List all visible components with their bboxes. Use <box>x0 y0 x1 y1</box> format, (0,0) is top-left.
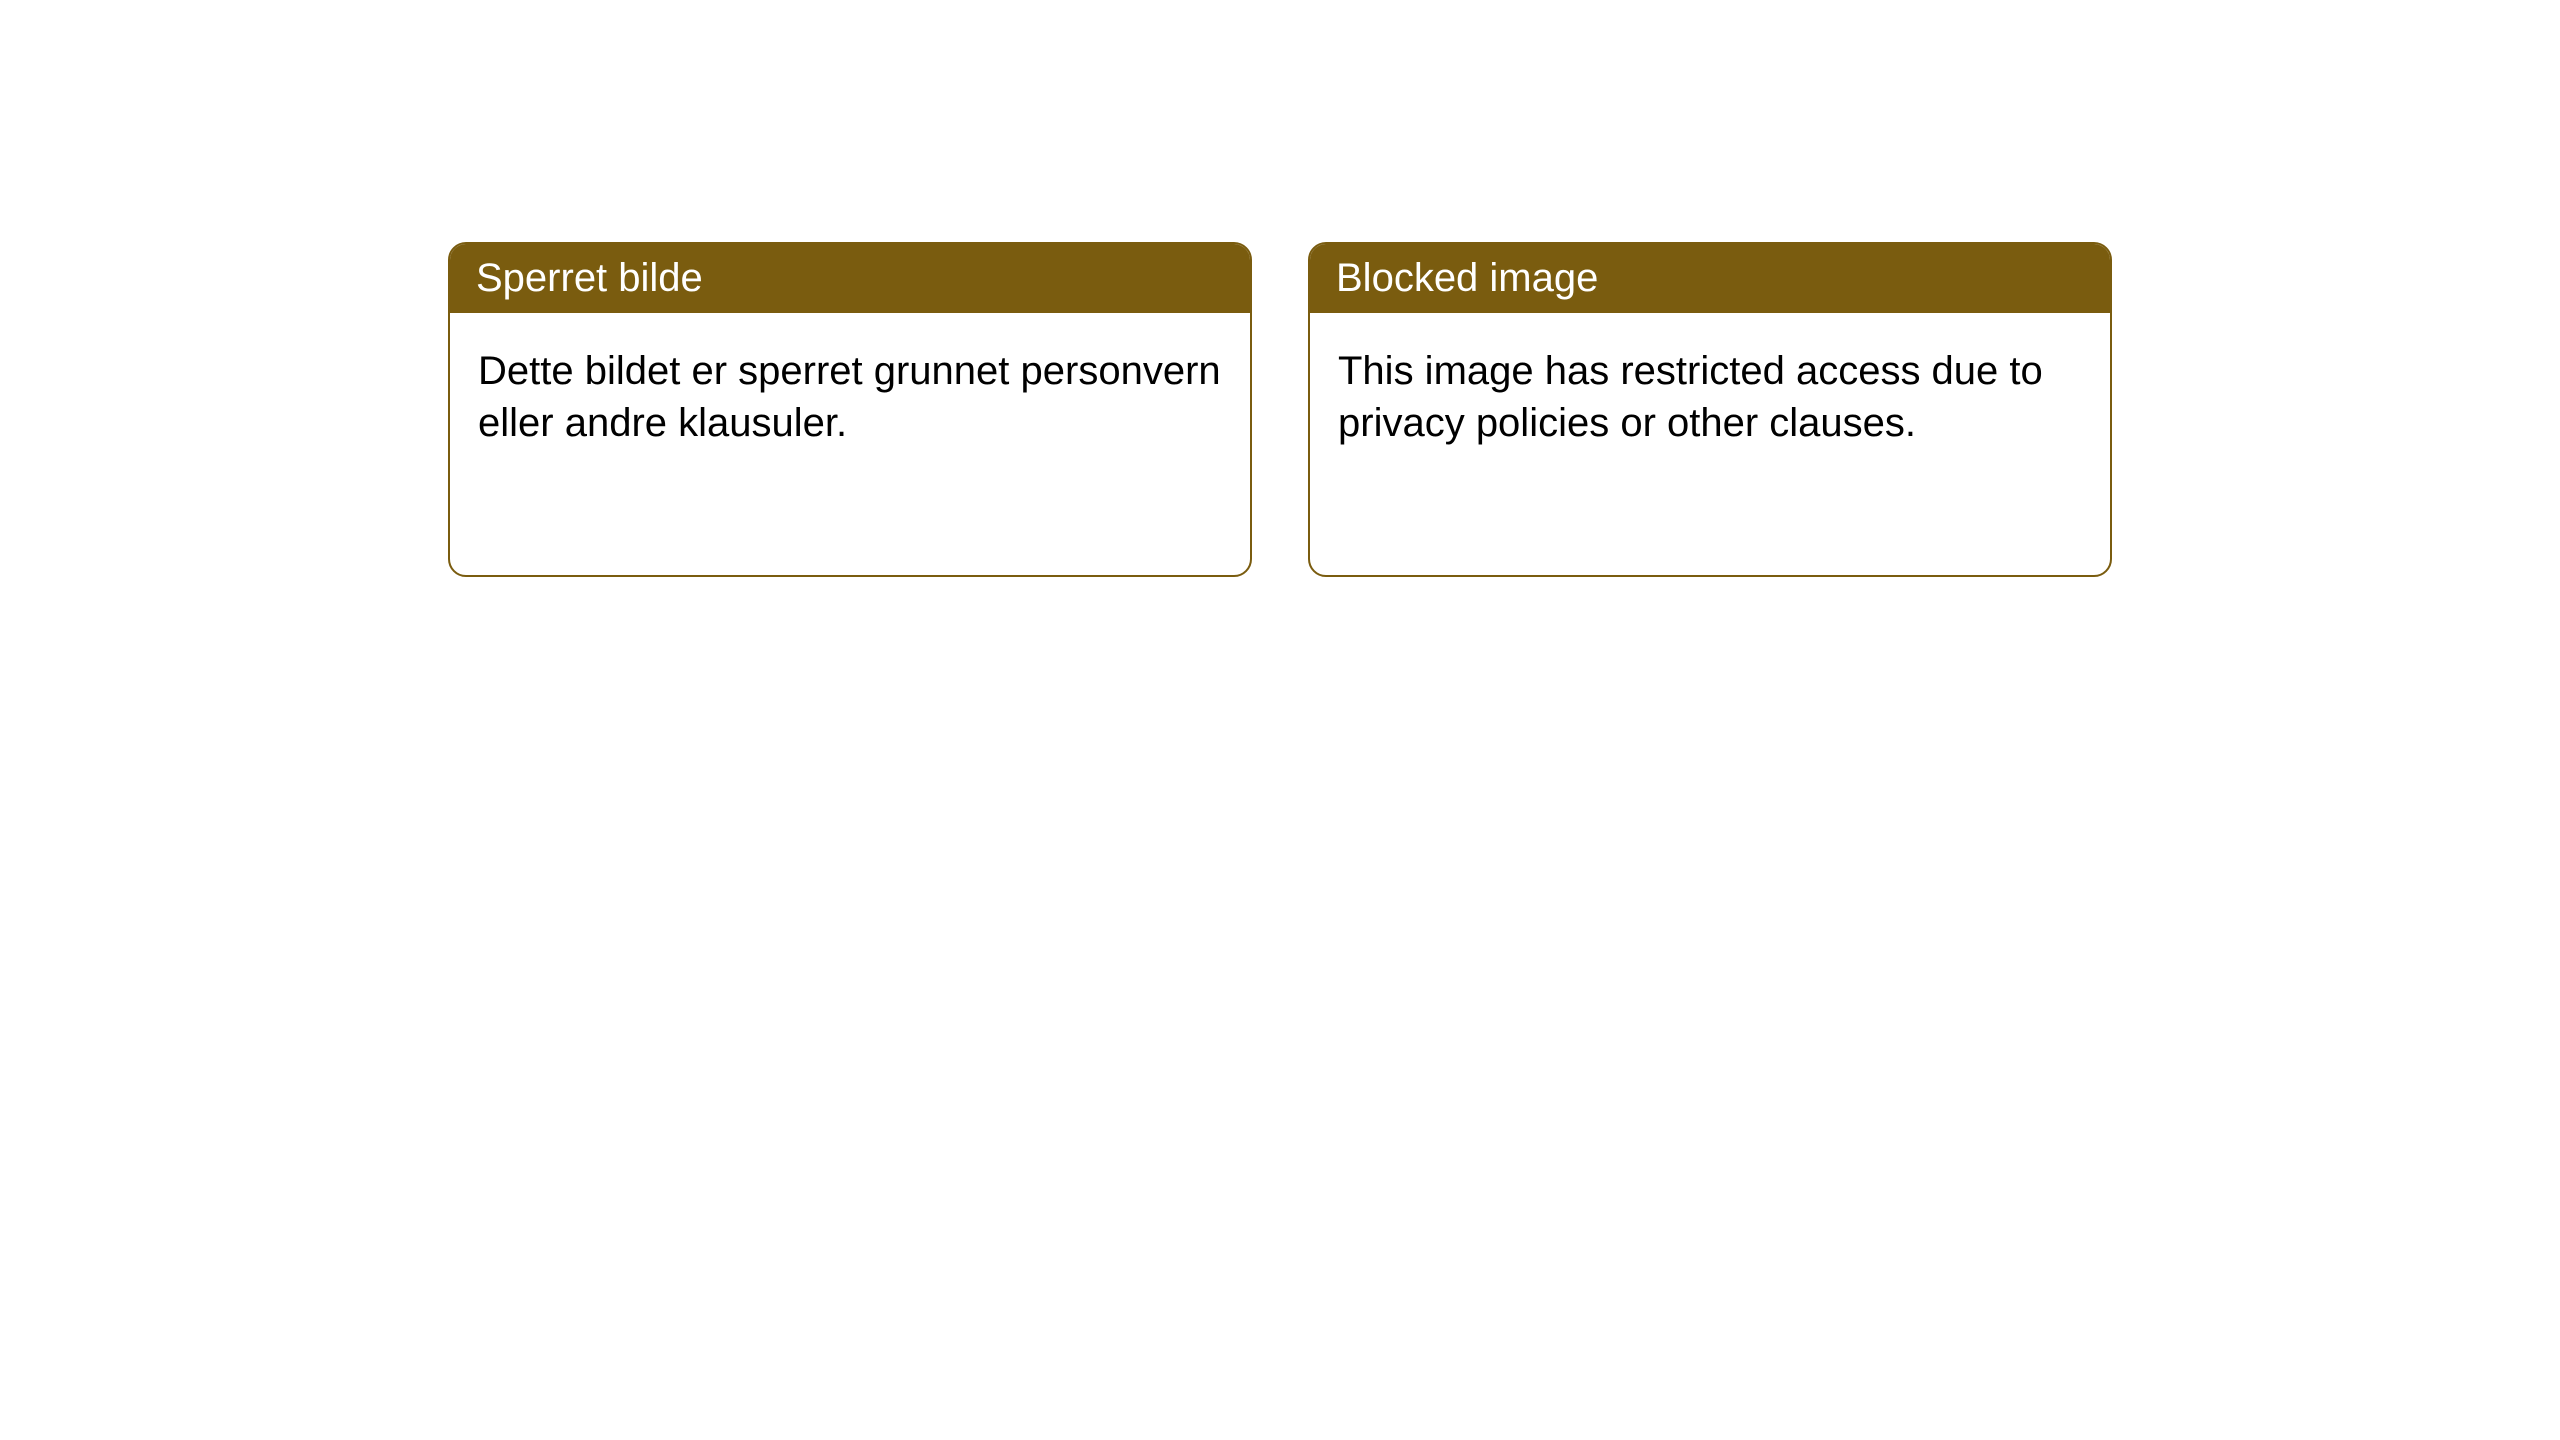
notice-header: Sperret bilde <box>450 244 1250 313</box>
notice-title: Blocked image <box>1336 256 1598 300</box>
notice-box-norwegian: Sperret bilde Dette bildet er sperret gr… <box>448 242 1252 577</box>
notice-title: Sperret bilde <box>476 256 703 300</box>
notice-header: Blocked image <box>1310 244 2110 313</box>
notice-text: Dette bildet er sperret grunnet personve… <box>478 349 1221 445</box>
notice-body: This image has restricted access due to … <box>1310 313 2110 481</box>
notice-body: Dette bildet er sperret grunnet personve… <box>450 313 1250 481</box>
notice-box-english: Blocked image This image has restricted … <box>1308 242 2112 577</box>
notices-container: Sperret bilde Dette bildet er sperret gr… <box>448 242 2112 577</box>
notice-text: This image has restricted access due to … <box>1338 349 2043 445</box>
